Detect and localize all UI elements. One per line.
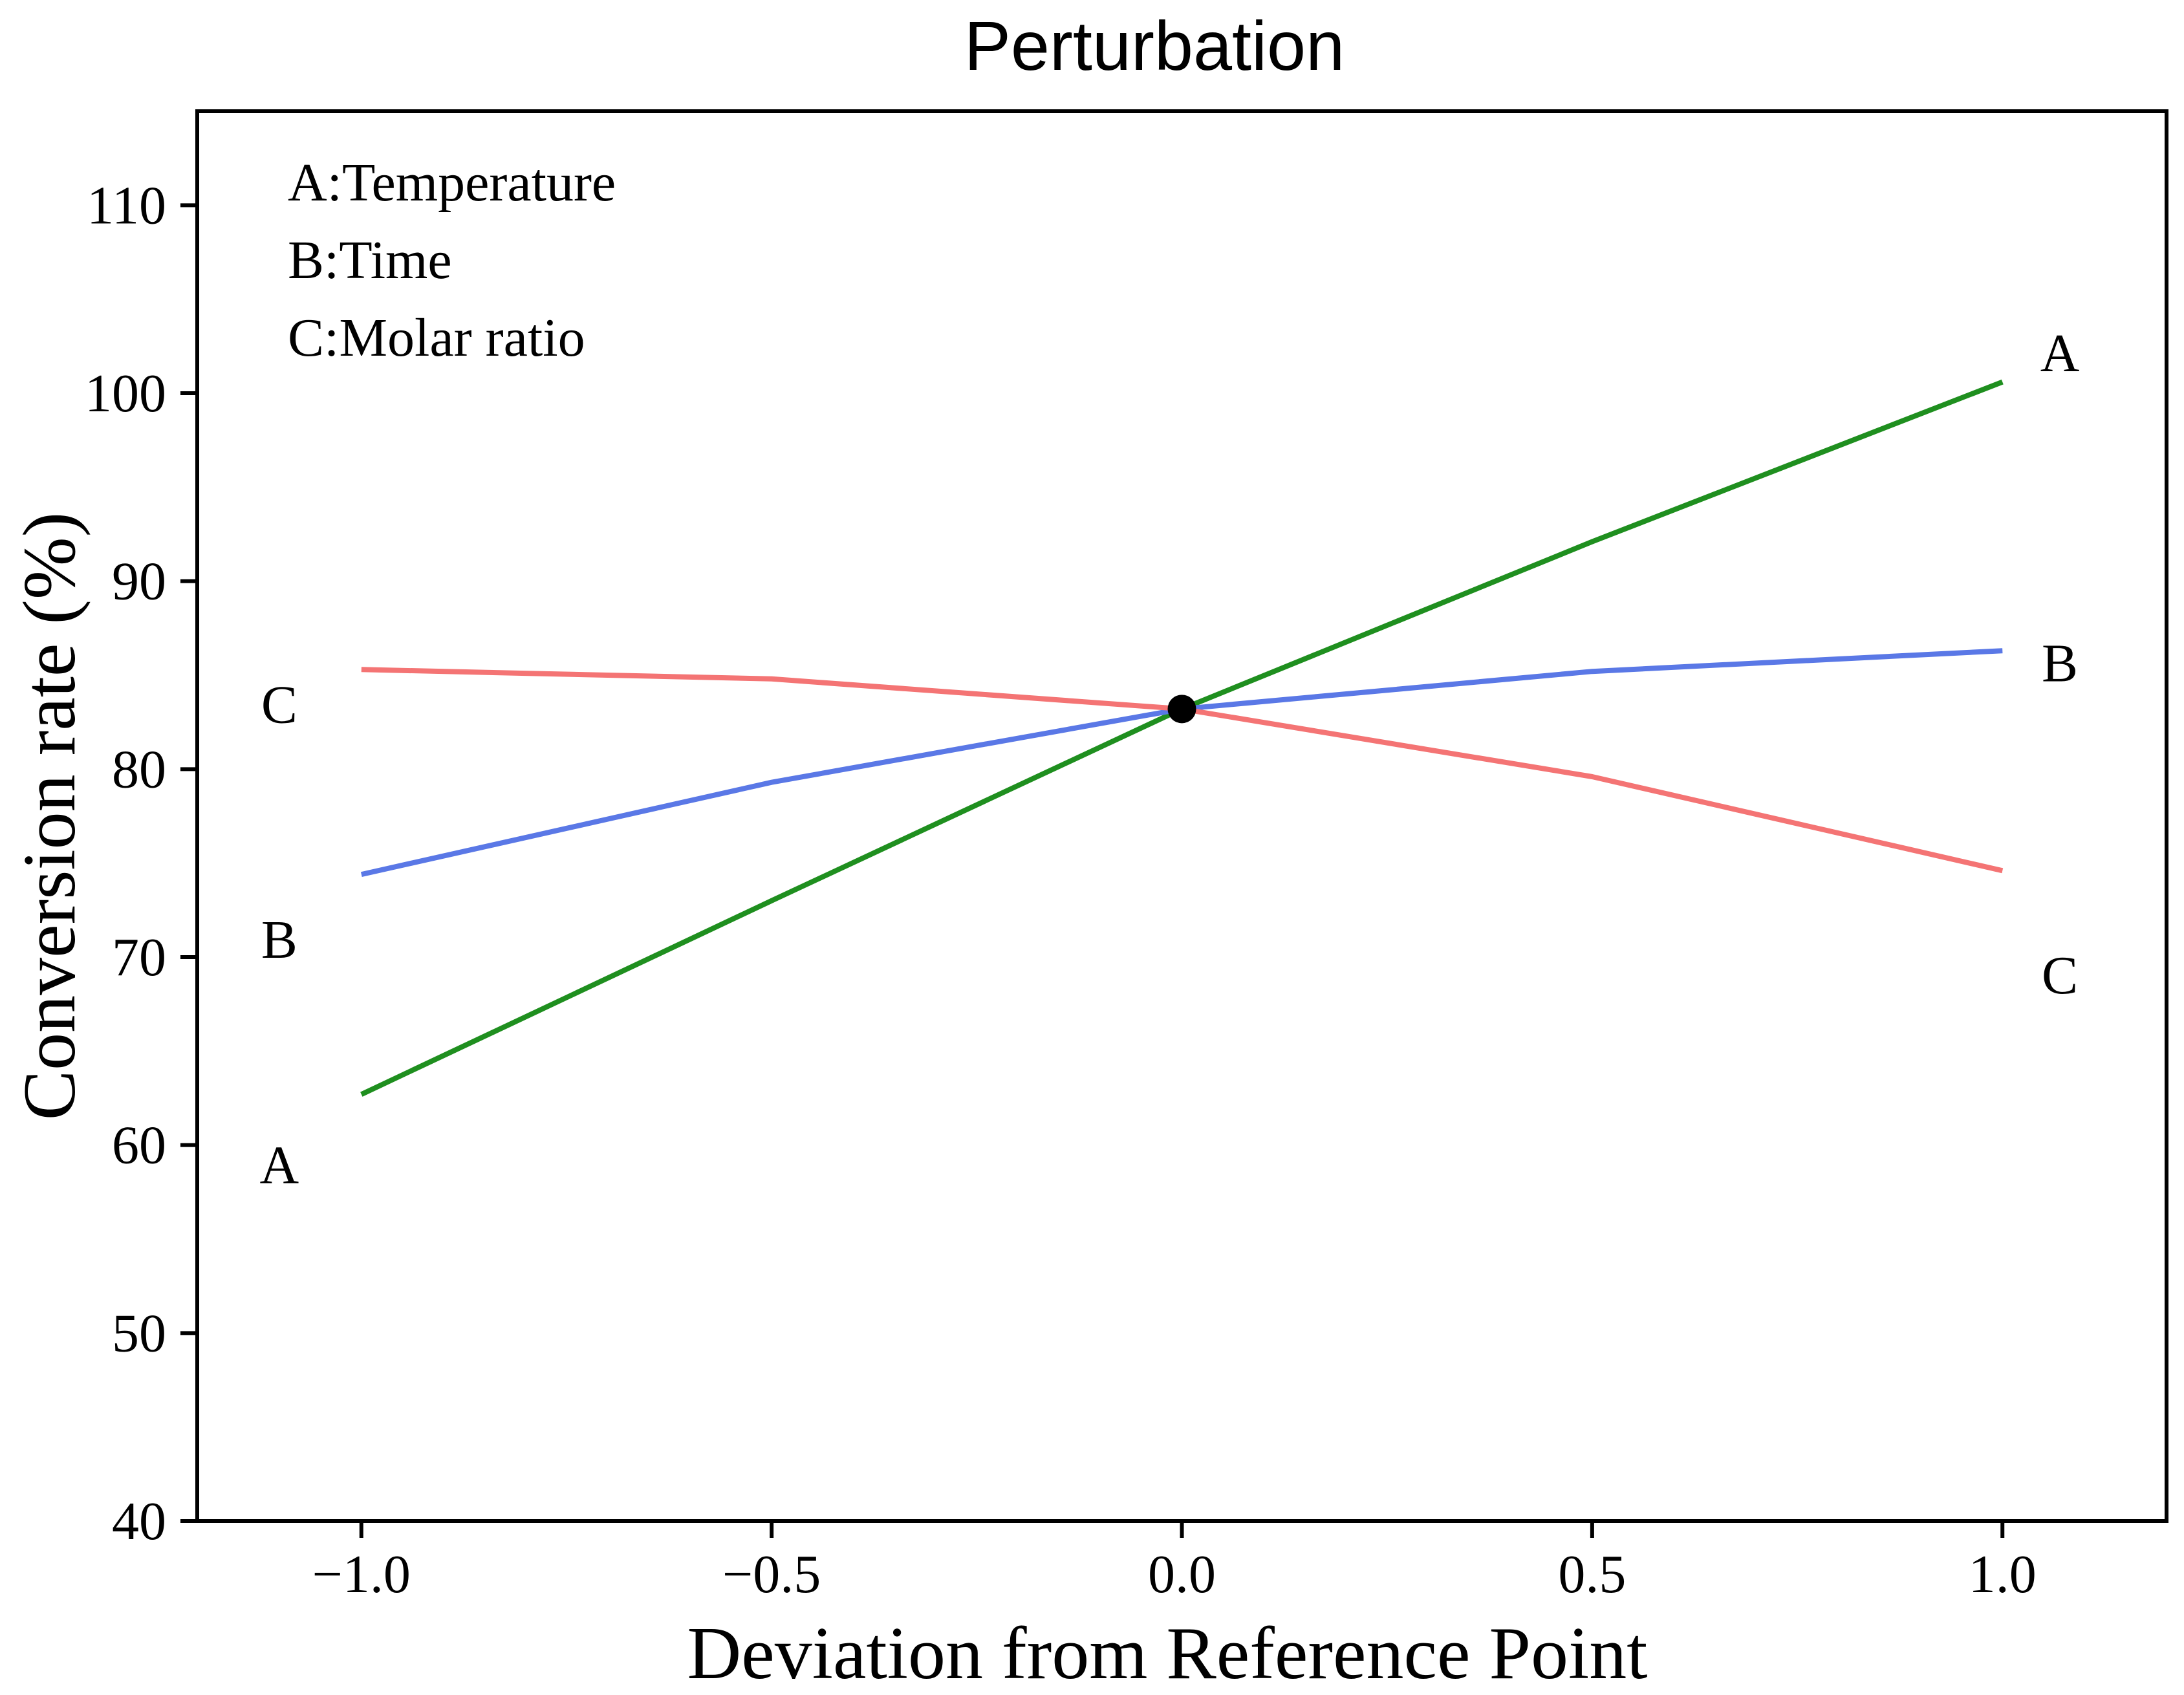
series-lines — [360, 379, 2004, 1097]
chart-title: Perturbation — [964, 6, 1345, 85]
line-label-B: B — [2042, 634, 2078, 694]
y-axis-label: Conversion rate (%) — [8, 512, 91, 1121]
y-tick-label: 110 — [87, 175, 166, 235]
x-tick-label: −1.0 — [312, 1544, 411, 1604]
series-line-B — [360, 648, 2003, 878]
y-tick-label: 70 — [112, 927, 166, 988]
legend-entry: C:Molar ratio — [288, 308, 585, 368]
y-tick-label: 60 — [112, 1116, 166, 1176]
y-tick-label: 100 — [85, 363, 166, 424]
line-label-C: C — [2042, 945, 2078, 1006]
x-tick-label: 0.0 — [1148, 1544, 1216, 1604]
x-axis-label: Deviation from Reference Point — [687, 1612, 1648, 1695]
line-label-C: C — [261, 675, 297, 735]
line-label-A: A — [2040, 323, 2080, 383]
y-tick-label: 90 — [112, 552, 166, 612]
y-tick-label: 50 — [112, 1303, 166, 1363]
reference-point — [1167, 695, 1196, 724]
x-tick-label: 1.0 — [1969, 1544, 2037, 1604]
y-tick-label: 40 — [112, 1491, 166, 1551]
series-line-A — [360, 379, 2004, 1097]
line-label-A: A — [260, 1136, 299, 1196]
y-tick-label: 80 — [112, 739, 166, 799]
line-end-labels: A B C A B C — [260, 323, 2080, 1196]
x-axis: −1.0 −0.5 0.0 0.5 1.0 — [312, 1521, 2037, 1604]
y-axis: 40 50 60 70 80 90 100 110 — [85, 175, 197, 1551]
legend: A:Temperature B:Time C:Molar ratio — [288, 153, 616, 368]
x-tick-label: 0.5 — [1558, 1544, 1626, 1604]
legend-entry: A:Temperature — [288, 153, 616, 213]
legend-entry: B:Time — [288, 230, 452, 290]
line-label-B: B — [261, 910, 297, 970]
x-tick-label: −0.5 — [722, 1544, 821, 1604]
